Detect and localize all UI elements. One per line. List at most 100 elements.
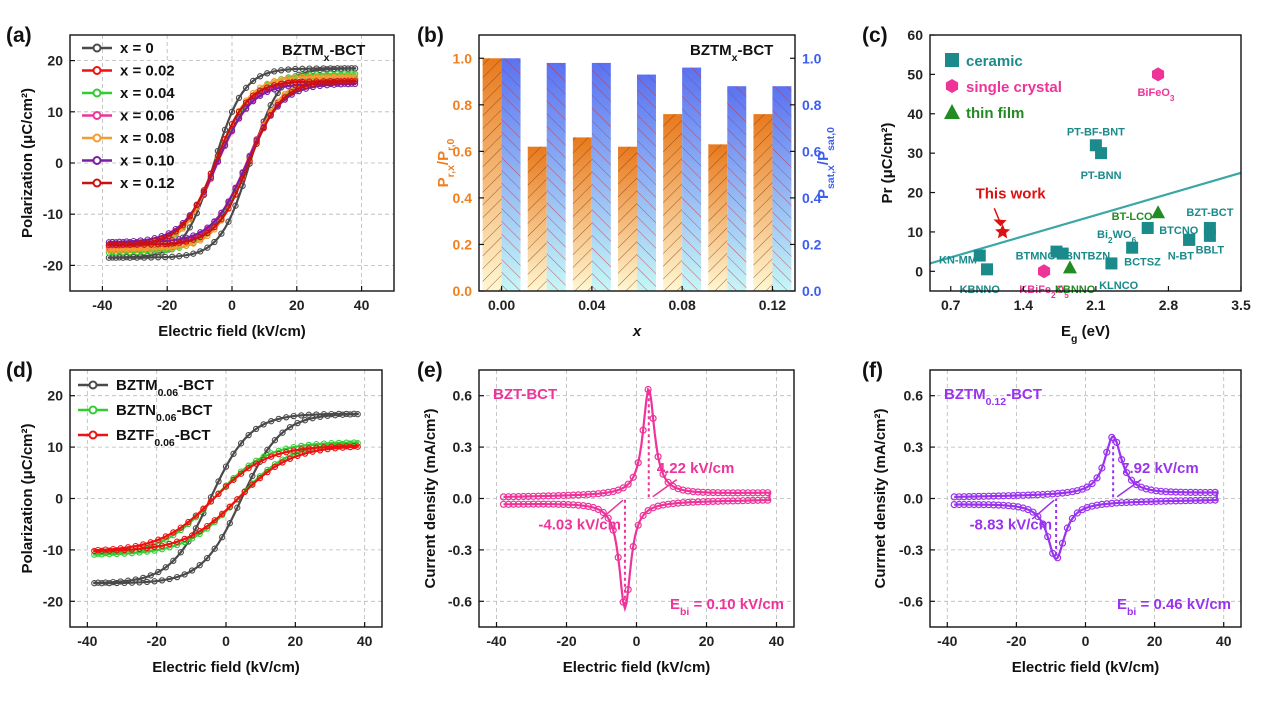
panel-f-point xyxy=(1113,499,1121,507)
panel-a-point xyxy=(320,78,327,85)
panel-e-point xyxy=(614,553,622,562)
panel-a-ytick: -20 xyxy=(43,257,63,273)
panel-e-point xyxy=(684,487,692,495)
panel-d-point xyxy=(335,443,343,450)
panel-f-point xyxy=(1137,498,1145,506)
panel-d-ytick: 10 xyxy=(47,439,63,455)
panel-d-point xyxy=(245,465,252,472)
panel-a-point xyxy=(334,78,341,85)
panel-a-point xyxy=(183,238,190,245)
panel-f-point xyxy=(1029,491,1037,499)
panel-a-point xyxy=(214,152,222,160)
panel-a-point xyxy=(176,239,183,246)
panel-a-point xyxy=(186,213,193,220)
panel-d-xtick: 20 xyxy=(288,633,304,649)
panel-e-point xyxy=(579,502,587,510)
panel-f-point xyxy=(1078,506,1086,514)
panel-f-xtick: 0 xyxy=(1082,633,1090,649)
panel-e-ylabel: Current density (mA/cm²) xyxy=(422,408,439,588)
panel-e-point xyxy=(564,501,572,509)
panel-d-point xyxy=(211,545,218,552)
panel-d-legend-label: BZTM0.06-BCT xyxy=(116,377,214,399)
panel-d-point xyxy=(279,459,286,466)
panel-a-point xyxy=(126,241,134,248)
panel-f-point xyxy=(980,492,988,500)
panel-e-point xyxy=(554,500,563,508)
panel-b-inset-label: BZTMx-BCT xyxy=(690,42,773,64)
panel-a-point xyxy=(264,70,271,77)
panel-a-point xyxy=(274,101,281,109)
panel-b-xtick: 0.04 xyxy=(578,297,605,313)
panel-e-point xyxy=(554,492,563,500)
panel-d-point xyxy=(219,533,226,541)
panel-a-xtick: -20 xyxy=(157,297,177,313)
panel-e-point xyxy=(699,488,707,496)
panel-d-point xyxy=(290,447,297,454)
panel-f-ylabel: Currnet density (mA/cm²) xyxy=(872,408,889,588)
panel-e-point xyxy=(729,489,737,497)
panel-f-annot-neg: -8.83 kV/cm xyxy=(970,516,1053,533)
panel-d-point xyxy=(91,580,98,587)
panel-c-point-label: KBiFe2O5 xyxy=(1019,284,1069,300)
panel-d-ytick: 0 xyxy=(55,491,63,507)
panel-d-point xyxy=(147,539,154,546)
panel-d-point xyxy=(332,445,339,452)
panel-c-marker xyxy=(973,249,986,262)
panel-a-legend-label: x = 0.04 xyxy=(120,85,175,102)
panel-d-point xyxy=(177,524,184,531)
panel-d-point xyxy=(200,505,207,512)
panel-a-point xyxy=(341,77,348,85)
panel-d-point xyxy=(215,478,222,485)
panel-d-point xyxy=(106,547,113,554)
panel-a-point xyxy=(162,253,169,261)
panel-a-point xyxy=(207,170,215,177)
panel-a-point xyxy=(235,115,243,122)
panel-f-point xyxy=(1142,498,1150,506)
panel-a-point xyxy=(221,126,229,133)
panel-f-point xyxy=(1177,488,1185,496)
panel-a-point xyxy=(179,222,186,229)
panel-a-point xyxy=(165,232,172,240)
panel-c-point-label: BZT-BCT xyxy=(1186,207,1233,219)
panel-c-point-label: BT-LCO xyxy=(1112,211,1153,223)
panel-d-point xyxy=(151,578,158,585)
panel-e-point xyxy=(719,497,727,505)
panel-d-point xyxy=(275,415,282,423)
panel-d-point xyxy=(162,533,169,540)
panel-d-point xyxy=(260,456,267,463)
panel-f-point xyxy=(1206,488,1214,497)
panel-d-point xyxy=(124,577,132,584)
panel-a-point xyxy=(267,111,274,119)
panel-d-point xyxy=(222,483,230,490)
panel-c-point-label: Bi2WO6 xyxy=(1097,229,1137,245)
panel-f-point xyxy=(1039,520,1047,528)
panel-f-point xyxy=(1073,487,1081,495)
panel-f-point xyxy=(1044,533,1052,541)
panel-a-point xyxy=(313,65,320,72)
panel-e-point xyxy=(629,473,637,481)
panel-e-point xyxy=(639,511,647,520)
panel-f-point xyxy=(965,500,973,509)
panel-a-point xyxy=(169,240,176,247)
panel-e-point xyxy=(504,493,513,501)
panel-c-point-label: BCTSZ xyxy=(1124,256,1161,268)
panel-d-point xyxy=(279,429,286,436)
panel-a-xtick: 40 xyxy=(354,297,370,313)
panel-a-point xyxy=(288,88,295,96)
panel-f: -40 -20 0 20 40 -0.6 -0.3 0.0 0.3 0.6 (f) Electric … xyxy=(862,359,1242,676)
panel-c-frame xyxy=(929,34,1242,292)
panel-a-point xyxy=(271,78,278,85)
panel-f-point xyxy=(1103,500,1111,508)
panel-d-series-2 xyxy=(93,444,359,553)
panel-a-point xyxy=(116,241,123,248)
panel-d-ytick: -10 xyxy=(43,542,63,558)
panel-d-point xyxy=(140,574,147,582)
panel-e-point xyxy=(694,488,702,496)
panel-e-point xyxy=(574,501,582,509)
panel-a-point xyxy=(190,236,197,243)
panel-a-point xyxy=(140,254,148,261)
panel-e-point xyxy=(499,493,508,501)
panel-e-point xyxy=(559,491,568,500)
panel-a-point xyxy=(158,235,165,243)
panel-a-point xyxy=(190,240,197,247)
